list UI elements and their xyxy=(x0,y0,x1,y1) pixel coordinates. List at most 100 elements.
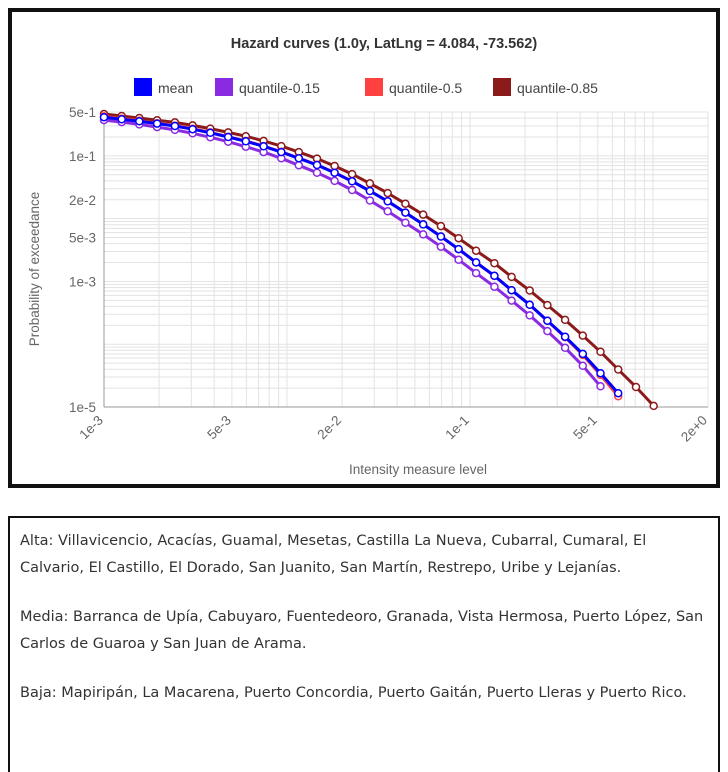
data-point xyxy=(471,258,481,267)
data-point xyxy=(631,382,641,392)
data-point xyxy=(259,142,268,151)
data-point xyxy=(436,221,446,231)
data-point xyxy=(454,233,463,243)
data-point xyxy=(436,242,446,251)
legend-item-quantile-0-5[interactable]: quantile-0.5 xyxy=(365,78,462,96)
chart-series-group xyxy=(99,109,658,411)
series-line-quantile-0-15 xyxy=(103,118,602,388)
data-point xyxy=(401,208,410,217)
legend-label: quantile-0.85 xyxy=(517,80,598,96)
data-point xyxy=(330,176,339,186)
data-point xyxy=(223,132,233,142)
data-point xyxy=(649,401,658,411)
data-point xyxy=(507,272,516,282)
data-point xyxy=(330,168,339,177)
data-point xyxy=(383,207,392,216)
data-point xyxy=(418,220,428,229)
data-point xyxy=(578,349,588,359)
data-point xyxy=(418,230,428,239)
data-point xyxy=(117,115,126,124)
data-point xyxy=(471,268,481,278)
data-point xyxy=(507,296,516,305)
data-point xyxy=(490,258,499,268)
data-point xyxy=(294,154,304,163)
data-point xyxy=(578,331,588,340)
x-axis-label: Intensity measure level xyxy=(349,462,487,477)
y-tick-label: 1e-5 xyxy=(69,400,96,415)
legend-item-quantile-0-15[interactable]: quantile-0.15 xyxy=(215,78,320,96)
data-point xyxy=(471,246,481,255)
legend-label: mean xyxy=(158,80,193,96)
chart-title: Hazard curves (1.0y, LatLng = 4.084, -73… xyxy=(231,36,538,52)
chart-legend: mean quantile-0.15 quantile-0.5 quantile-0.… xyxy=(134,78,598,96)
data-point xyxy=(490,271,499,281)
data-point xyxy=(170,121,180,131)
hazard-chart: Hazard curves (1.0y, LatLng = 4.084, -73… xyxy=(27,36,710,477)
data-point xyxy=(383,188,392,198)
note-media: Media: Barranca de Upía, Cabuyaro, Fuent… xyxy=(20,609,704,652)
data-point xyxy=(241,137,251,146)
data-point xyxy=(543,326,552,336)
data-point xyxy=(525,311,534,320)
x-tick-label: 1e-3 xyxy=(76,413,106,443)
data-point xyxy=(383,197,392,206)
data-point xyxy=(596,368,605,378)
legend-label: quantile-0.5 xyxy=(389,80,462,96)
data-point xyxy=(135,117,144,126)
legend-swatch xyxy=(493,78,511,96)
data-point xyxy=(560,315,570,325)
data-point xyxy=(454,244,463,254)
data-point xyxy=(401,218,410,227)
y-tick-label: 1e-1 xyxy=(69,149,96,164)
series-mean xyxy=(99,112,623,398)
data-point xyxy=(490,282,499,291)
legend-swatch xyxy=(134,78,152,96)
data-point xyxy=(277,147,286,157)
region-notes-panel: Alta: Villavicencio, Acacías, Guamal, Me… xyxy=(8,516,720,772)
data-point xyxy=(613,388,623,398)
legend-swatch xyxy=(215,78,233,96)
data-point xyxy=(418,210,428,219)
data-point xyxy=(312,168,322,177)
x-tick-label: 5e-3 xyxy=(204,413,234,443)
data-point xyxy=(596,347,605,357)
x-tick-label: 2e-2 xyxy=(314,413,344,443)
data-point xyxy=(596,382,605,391)
y-tick-label: 5e-3 xyxy=(69,231,96,246)
data-point xyxy=(347,185,357,195)
legend-item-mean[interactable]: mean xyxy=(134,78,193,96)
data-point xyxy=(188,124,197,134)
data-point xyxy=(294,161,304,170)
legend-label: quantile-0.15 xyxy=(239,80,320,96)
y-tick-label: 2e-2 xyxy=(69,193,96,208)
y-tick-label: 5e-1 xyxy=(69,105,96,120)
data-point xyxy=(525,300,534,310)
legend-swatch xyxy=(365,78,383,96)
series-quantile-0-15 xyxy=(99,115,605,391)
note-baja: Baja: Mapiripán, La Macarena, Puerto Con… xyxy=(20,685,687,701)
data-point xyxy=(99,112,109,122)
series-quantile-0-85 xyxy=(99,109,658,411)
data-point xyxy=(206,128,215,138)
data-point xyxy=(347,177,357,186)
x-tick-label: 5e-1 xyxy=(570,413,600,443)
hazard-chart-panel: Hazard curves (1.0y, LatLng = 4.084, -73… xyxy=(8,8,720,488)
legend-item-quantile-0-85[interactable]: quantile-0.85 xyxy=(493,78,598,96)
data-point xyxy=(560,332,570,341)
data-point xyxy=(347,169,357,179)
data-point xyxy=(454,255,463,264)
note-alta: Alta: Villavicencio, Acacías, Guamal, Me… xyxy=(20,533,647,576)
y-axis-label: Probability of exceedance xyxy=(27,192,42,347)
data-point xyxy=(613,365,623,374)
y-tick-label: 1e-3 xyxy=(69,274,96,289)
data-point xyxy=(401,199,410,208)
data-point xyxy=(578,361,588,371)
x-tick-label: 2e+0 xyxy=(678,413,710,445)
data-point xyxy=(560,343,570,353)
data-point xyxy=(365,179,375,188)
data-point xyxy=(543,316,552,325)
data-point xyxy=(525,286,534,295)
data-point xyxy=(543,300,552,310)
data-point xyxy=(312,160,322,170)
x-tick-label: 1e-1 xyxy=(442,413,472,443)
